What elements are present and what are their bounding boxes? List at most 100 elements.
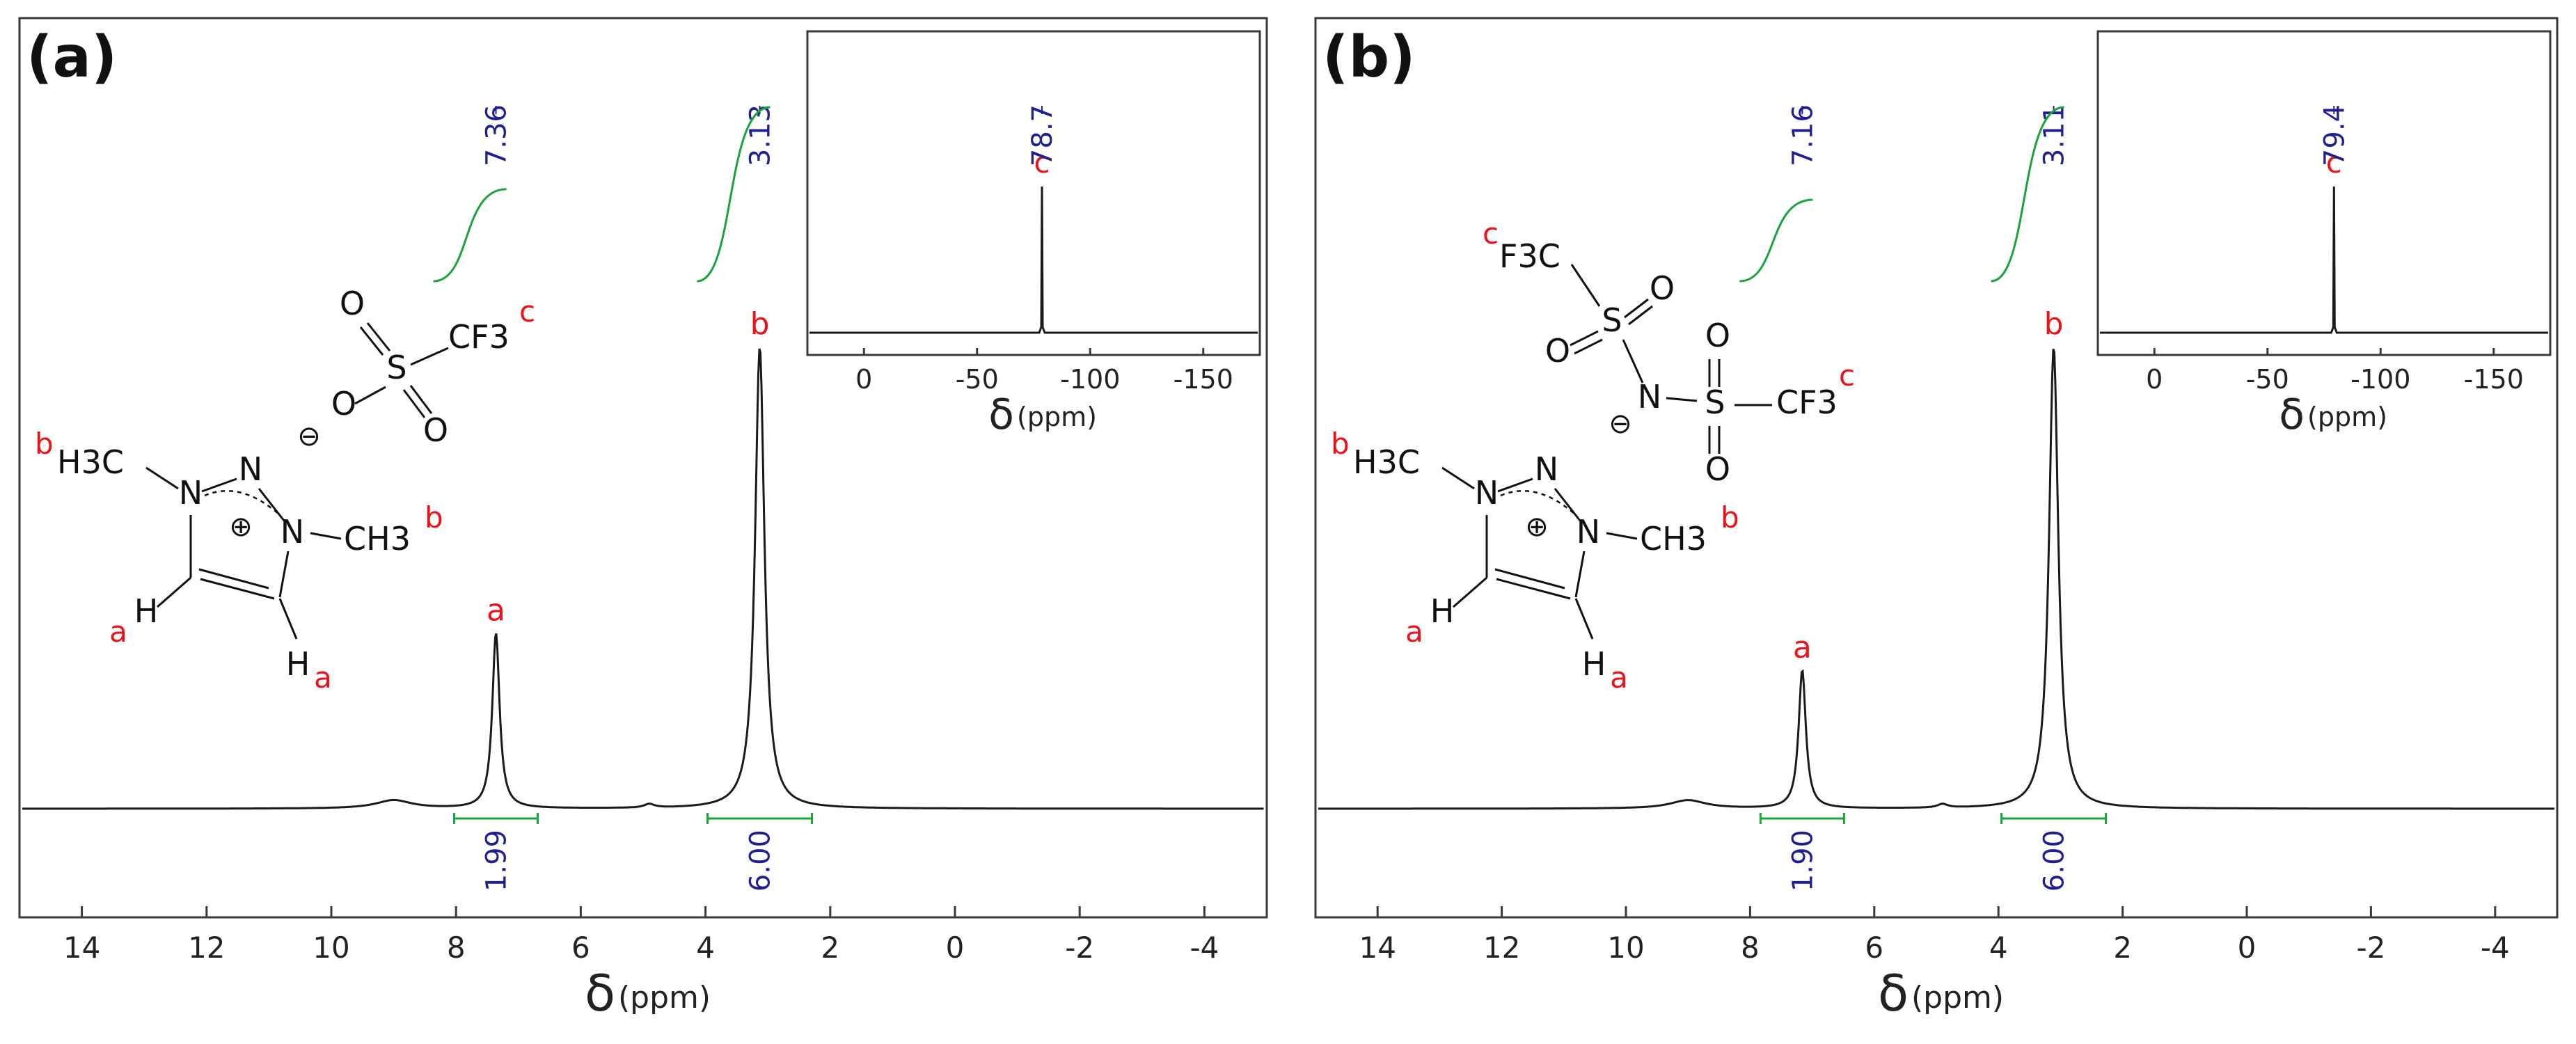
bond xyxy=(354,386,386,405)
bond xyxy=(1624,298,1649,319)
assignment-letter: c xyxy=(1483,216,1499,251)
assignment-letter: c xyxy=(1839,358,1855,393)
bond xyxy=(1622,339,1644,383)
positive-charge: ⊕ xyxy=(1525,511,1549,543)
inset-x-tick-label: -100 xyxy=(1060,364,1120,395)
methyl-group: H3C xyxy=(1353,443,1420,481)
bond xyxy=(402,389,426,418)
peak-assignment: a xyxy=(1793,630,1812,665)
inset-axis-unit: (ppm) xyxy=(1017,402,1097,432)
bond xyxy=(409,385,433,414)
trifluoromethyl-group: F3C xyxy=(1499,237,1560,275)
negative-charge: ⊖ xyxy=(297,420,321,452)
x-tick-label: 0 xyxy=(2238,931,2257,965)
panel-b: 14 12 10 8 6 4 2 0 -2 -4δ (ppm)(b)7.16a1.903.11b6.… xyxy=(1314,17,2559,1022)
x-tick-label: 12 xyxy=(1483,931,1520,965)
assignment-letter: a xyxy=(314,661,332,695)
assignment-letter: a xyxy=(1610,661,1628,695)
bond xyxy=(410,347,449,366)
assignment-letter: b xyxy=(1721,500,1739,535)
bond xyxy=(278,551,290,598)
x-axis-symbol: δ xyxy=(1878,964,1909,1022)
integral-value: 1.90 xyxy=(1787,830,1819,892)
shift-label: 3.13 xyxy=(745,104,777,166)
integral-value: 6.00 xyxy=(2039,830,2071,892)
bond xyxy=(258,488,285,521)
shift-label: 7.16 xyxy=(1787,104,1819,166)
nitrogen-atom: N xyxy=(1475,474,1499,512)
inset-axis-symbol: δ xyxy=(2279,390,2305,439)
bond xyxy=(1628,305,1653,326)
x-tick-label: -2 xyxy=(2356,931,2385,965)
bond xyxy=(1441,466,1475,490)
inset-axis-unit: (ppm) xyxy=(2307,402,2387,432)
inset-peak-line xyxy=(2100,186,2548,334)
bond xyxy=(157,576,191,608)
integral-curve xyxy=(1991,106,2064,283)
plot-frame xyxy=(1314,17,2559,919)
nitrogen-atom: N xyxy=(179,474,203,512)
methyl-group: CH3 xyxy=(1640,520,1707,557)
bond xyxy=(1554,488,1581,521)
inset-x-tick-label: -150 xyxy=(1174,364,1233,395)
x-tick-label: -4 xyxy=(2481,931,2510,965)
hydrogen-atom: H xyxy=(1582,645,1606,683)
x-tick-label: 8 xyxy=(447,931,466,965)
inset-x-tick-label: 0 xyxy=(855,364,872,395)
sulfur-atom: S xyxy=(1705,383,1725,421)
nitrogen-atom: N xyxy=(1638,378,1661,416)
shift-label: 7.36 xyxy=(481,104,513,166)
inset-x-tick-label: 0 xyxy=(2146,364,2163,395)
bond xyxy=(1570,264,1601,307)
oxygen-atom: O xyxy=(340,285,365,322)
plot-frame xyxy=(18,17,1268,919)
assignment-letter: b xyxy=(425,500,443,535)
inset-frame xyxy=(2096,30,2552,356)
x-tick-label: 10 xyxy=(313,931,349,965)
bond xyxy=(1574,338,1603,355)
bond xyxy=(278,598,298,640)
bond xyxy=(1574,598,1594,640)
integral-curve xyxy=(1739,198,1813,283)
assignment-letter: b xyxy=(1331,427,1350,461)
x-tick-label: 8 xyxy=(1741,931,1760,965)
oxygen-atom: O xyxy=(1705,317,1730,354)
bond xyxy=(200,578,275,600)
peak-assignment: b xyxy=(750,306,770,342)
x-axis-unit: (ppm) xyxy=(1911,980,2004,1015)
integral-curve xyxy=(433,188,507,283)
trifluoromethyl-group: CF3 xyxy=(448,318,509,356)
inset-shift-label: 79.4 xyxy=(2318,104,2350,166)
oxygen-atom: O xyxy=(1705,450,1730,488)
bond xyxy=(1574,551,1586,598)
x-tick-label: -4 xyxy=(1190,931,1219,965)
spectrum-line xyxy=(1318,348,2554,810)
hydrogen-atom: H xyxy=(1430,592,1455,630)
integral-value: 6.00 xyxy=(745,830,777,892)
x-tick-label: 4 xyxy=(696,931,715,965)
methyl-group: H3C xyxy=(57,443,124,481)
inset-x-tick-label: -50 xyxy=(956,364,999,395)
shift-label: 3.11 xyxy=(2039,104,2071,166)
x-tick-label: 14 xyxy=(1359,931,1396,965)
positive-charge: ⊕ xyxy=(229,511,253,543)
x-tick-label: 2 xyxy=(821,931,839,965)
panel-label: (b) xyxy=(1322,24,1416,90)
x-tick-label: 2 xyxy=(2113,931,2132,965)
inset-spectrum: c78.7 0 -50 -100 -150 δ (ppm) xyxy=(806,30,1261,439)
x-tick-label: 14 xyxy=(63,931,100,965)
nitrogen-atom: N xyxy=(280,513,304,551)
x-tick-label: 10 xyxy=(1607,931,1644,965)
bond xyxy=(359,326,384,356)
x-tick-label: 6 xyxy=(571,931,590,965)
peak-assignment: a xyxy=(487,593,505,628)
nitrogen-atom: N xyxy=(239,450,262,488)
oxygen-atom: O xyxy=(1650,269,1675,307)
nitrogen-atom: N xyxy=(1535,450,1558,488)
bond xyxy=(1497,477,1533,493)
x-axis-symbol: δ xyxy=(585,964,615,1022)
bond xyxy=(1494,568,1565,590)
bond xyxy=(201,477,237,493)
